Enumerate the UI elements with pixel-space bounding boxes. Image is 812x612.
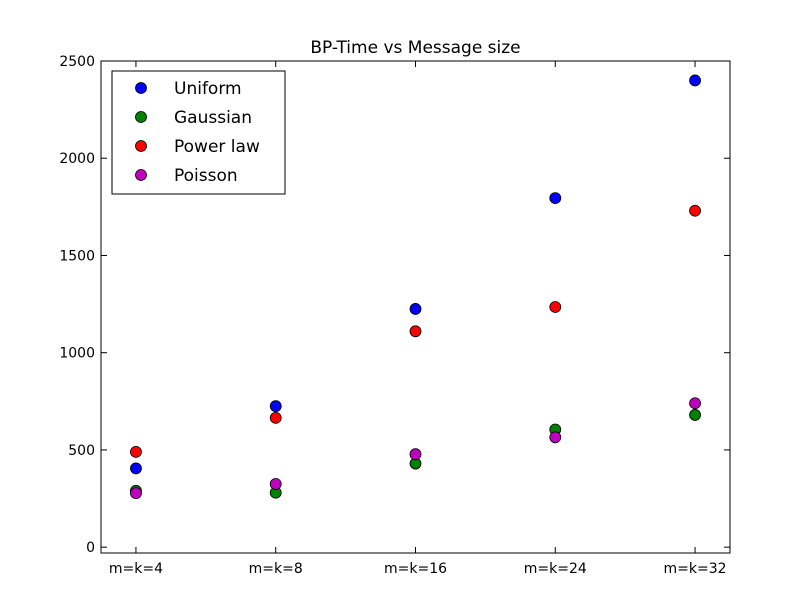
data-point — [689, 204, 701, 217]
x-tick-label: m=k=8 — [249, 561, 303, 577]
legend-label: Uniform — [174, 79, 242, 99]
data-point — [549, 431, 562, 444]
y-tick-label: 2000 — [59, 151, 95, 167]
legend-label: Poisson — [174, 166, 238, 186]
data-point — [130, 487, 142, 500]
data-point — [269, 478, 282, 490]
legend: Uniform Gaussian Power law Poisson — [111, 70, 286, 195]
data-point — [549, 192, 562, 204]
plot-area: 0 500 1000 1500 2000 2500 m=k=4 m=k=8 m=k=16 m=k=… — [59, 54, 731, 577]
data-point — [409, 303, 422, 315]
legend-marker — [135, 140, 147, 152]
legend-marker — [135, 169, 147, 181]
data-point — [409, 325, 422, 338]
series-poisson — [130, 397, 701, 500]
legend-label: Gaussian — [174, 108, 252, 128]
series-uniform — [130, 74, 701, 475]
data-point — [269, 411, 282, 424]
x-tick-label: m=k=4 — [109, 561, 163, 577]
y-tick-label: 2500 — [59, 54, 95, 70]
chart-title: BP-Time vs Message size — [310, 38, 520, 58]
x-tick-label: m=k=16 — [384, 561, 447, 577]
data-point — [130, 462, 142, 475]
data-point — [409, 448, 422, 461]
y-tick-label: 500 — [68, 443, 95, 459]
x-tick-label: m=k=24 — [524, 561, 587, 577]
data-point — [689, 397, 701, 410]
data-point — [689, 74, 701, 87]
legend-marker — [135, 82, 147, 94]
data-point — [130, 445, 142, 458]
legend-marker — [135, 111, 147, 123]
y-tick-label: 1000 — [59, 346, 95, 362]
data-point — [549, 301, 562, 313]
y-tick-label: 0 — [86, 540, 95, 556]
legend-label: Power law — [174, 137, 260, 157]
x-tick-label: m=k=32 — [664, 561, 727, 577]
series-power-law — [130, 204, 701, 458]
y-tick-label: 1500 — [59, 248, 95, 264]
data-point — [269, 400, 282, 413]
data-point — [689, 409, 701, 421]
